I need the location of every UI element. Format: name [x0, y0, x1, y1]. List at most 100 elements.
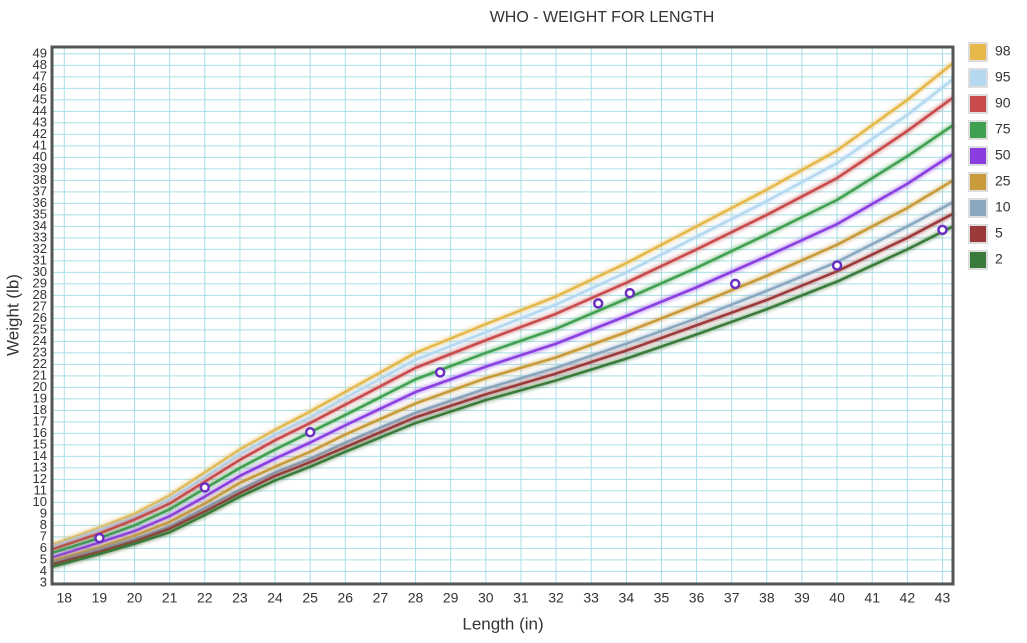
- x-tick-label: 36: [689, 590, 705, 606]
- x-tick-label: 21: [162, 590, 178, 606]
- measurement-point: [304, 426, 316, 438]
- measurement-point: [434, 367, 446, 378]
- y-tick-label: 31: [33, 252, 47, 267]
- percentile-line: [51, 124, 954, 555]
- y-tick-label: 38: [33, 172, 47, 187]
- measurement-point: [199, 482, 211, 493]
- x-tick-label: 27: [373, 590, 389, 606]
- y-tick-label: 4: [40, 563, 47, 578]
- x-tick-label: 43: [935, 590, 951, 606]
- y-tick-label: 36: [33, 195, 47, 210]
- legend-label: 5: [995, 225, 1003, 241]
- x-tick-label: 24: [267, 590, 283, 606]
- y-tick-label: 49: [33, 45, 47, 60]
- y-tick-label: 33: [33, 229, 47, 244]
- y-tick-label: 34: [33, 218, 47, 233]
- y-tick-label: 30: [33, 264, 47, 279]
- y-tick-label: 18: [33, 402, 47, 417]
- x-tick-label: 37: [724, 590, 740, 606]
- x-tick-label: 32: [548, 590, 564, 606]
- legend-swatch: [968, 250, 988, 270]
- y-tick-label: 17: [33, 413, 47, 428]
- y-tick-label: 14: [33, 448, 47, 463]
- measurement-point: [94, 532, 105, 544]
- x-tick-label: 34: [619, 590, 635, 606]
- percentile-line: [51, 201, 954, 565]
- x-tick-label: 35: [654, 590, 670, 606]
- legend-swatch: [968, 224, 988, 244]
- x-tick-label: 31: [513, 590, 529, 606]
- y-tick-label: 43: [33, 114, 47, 129]
- x-tick-label: 33: [583, 590, 599, 606]
- legend-swatch: [968, 120, 988, 140]
- y-tick-label: 32: [33, 241, 47, 256]
- y-tick-label: 35: [33, 206, 47, 221]
- y-tick-label: 41: [33, 137, 47, 152]
- x-tick-label: 42: [900, 590, 916, 606]
- y-tick-label: 13: [33, 459, 47, 474]
- y-tick-label: 45: [33, 91, 47, 106]
- x-tick-label: 25: [302, 590, 318, 606]
- y-tick-label: 48: [33, 57, 47, 72]
- x-tick-label: 41: [864, 590, 880, 606]
- x-tick-label: 19: [92, 590, 108, 606]
- x-tick-label: 23: [232, 590, 248, 606]
- y-tick-label: 19: [33, 390, 47, 405]
- percentile-line: [51, 212, 954, 566]
- y-tick-label: 9: [40, 505, 47, 520]
- legend-label: 25: [995, 173, 1011, 189]
- x-tick-label: 28: [408, 590, 424, 606]
- x-tick-label: 29: [443, 590, 459, 606]
- legend-label: 90: [995, 95, 1011, 111]
- legend-label: 50: [995, 147, 1011, 163]
- y-tick-label: 29: [33, 275, 47, 290]
- percentile-line: [51, 78, 954, 549]
- x-tick-label: 40: [829, 590, 845, 606]
- percentile-line: [51, 179, 954, 563]
- plot-area: [52, 47, 953, 584]
- y-axis-label: Weight (lb): [3, 274, 22, 356]
- y-tick-label: 7: [40, 528, 47, 543]
- x-tick-label: 20: [127, 590, 143, 606]
- y-tick-label: 5: [40, 551, 47, 566]
- legend-label: 75: [995, 121, 1011, 137]
- legend-label: 2: [995, 251, 1003, 267]
- y-tick-label: 22: [33, 356, 47, 371]
- y-tick-label: 3: [40, 574, 47, 589]
- legend-swatch: [968, 198, 988, 218]
- measurement-point: [624, 287, 636, 299]
- y-tick-label: 8: [40, 517, 47, 532]
- legend-swatch: [968, 68, 988, 88]
- chart-title: WHO - WEIGHT FOR LENGTH: [490, 9, 715, 26]
- x-tick-label: 38: [759, 590, 775, 606]
- y-tick-label: 6: [40, 540, 47, 555]
- measurement-point: [729, 278, 741, 290]
- y-tick-label: 20: [33, 379, 47, 394]
- y-tick-label: 27: [33, 298, 47, 313]
- y-tick-label: 26: [33, 310, 47, 325]
- y-tick-label: 39: [33, 160, 47, 175]
- x-tick-label: 26: [338, 590, 354, 606]
- y-tick-label: 40: [33, 149, 47, 164]
- percentile-line: [51, 152, 954, 559]
- y-tick-label: 23: [33, 344, 47, 359]
- percentile-line: [51, 62, 954, 547]
- legend-label: 98: [995, 43, 1011, 59]
- x-axis-label: Length (in): [462, 614, 543, 633]
- y-tick-label: 12: [33, 471, 47, 486]
- measurement-point: [937, 224, 948, 236]
- y-tick-label: 28: [33, 287, 47, 302]
- y-tick-label: 11: [34, 482, 48, 497]
- legend-swatch: [968, 172, 988, 192]
- percentile-line: [51, 96, 954, 551]
- x-tick-label: 30: [478, 590, 494, 606]
- x-tick-label: 39: [794, 590, 810, 606]
- legend-swatch: [968, 42, 988, 62]
- measurement-point: [831, 260, 843, 271]
- y-tick-label: 16: [33, 425, 47, 440]
- y-tick-label: 21: [33, 367, 47, 382]
- percentile-line: [51, 225, 954, 568]
- legend-swatch: [968, 94, 988, 114]
- x-tick-label: 22: [197, 590, 213, 606]
